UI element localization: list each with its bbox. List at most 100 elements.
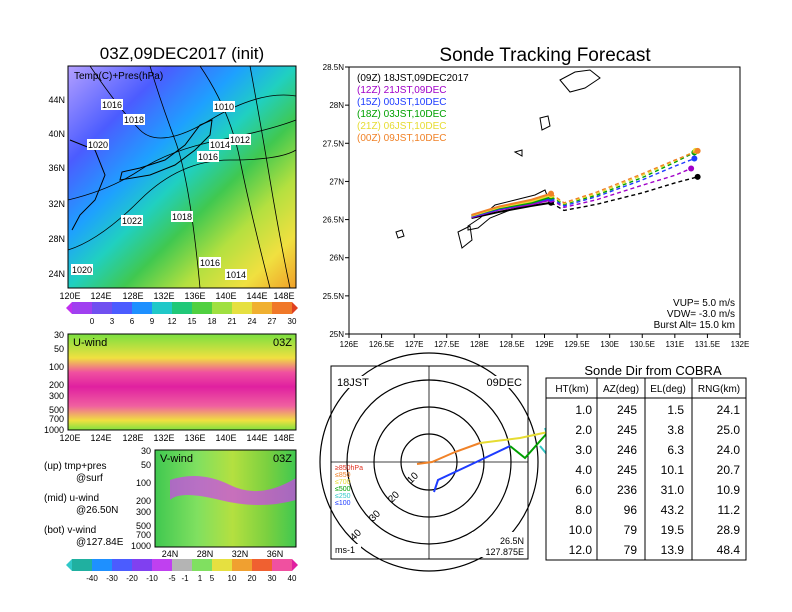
table-cell: 11.2 [718, 503, 741, 517]
colorbar-swatch [92, 559, 112, 571]
pressure-tick: 50 [141, 460, 151, 470]
hodo-legend-entry: ≤100 [335, 500, 351, 507]
colorbar-swatch [172, 559, 192, 571]
lon-tick-label: 124E [90, 433, 111, 443]
isobar-label-box [71, 264, 93, 275]
island-coastline [539, 115, 551, 131]
lat-tick-label: 32N [48, 199, 65, 209]
burst-point [548, 190, 555, 197]
colorbar-tick: 30 [268, 574, 277, 583]
table-cell: 10.9 [717, 483, 741, 497]
lat-tick-label: 44N [48, 95, 65, 105]
legend-entry: (09Z) 18JST,09DEC2017 [357, 73, 469, 84]
y-tick-label: 27N [329, 177, 344, 186]
lon-tick-label: 140E [215, 291, 236, 301]
table-cell: 8.0 [575, 503, 592, 517]
u-wind-field [68, 334, 296, 430]
landing-point [694, 173, 701, 180]
colorbar-tick: -40 [86, 574, 98, 583]
pressure-tick: 100 [49, 362, 64, 372]
table-cell: 79 [624, 543, 638, 557]
isobar-line [149, 65, 201, 289]
x-tick-label: 126E [340, 340, 359, 349]
colorbar-end [66, 302, 72, 314]
table-title: Sonde Dir from COBRA [584, 363, 722, 378]
pressure-tick: 200 [136, 496, 151, 506]
table-cell: 20.7 [717, 463, 741, 477]
isobar-label: 1016 [198, 152, 218, 162]
hodo-legend-entry: ≤250 [335, 493, 351, 500]
isobar-label-box [101, 99, 123, 110]
pressure-tick: 100 [136, 478, 151, 488]
colorbar-swatch [232, 559, 252, 571]
hodo-lon: 127.875E [485, 547, 524, 557]
y-tick-label: 28N [329, 101, 344, 110]
table-frame [545, 377, 747, 561]
x-tick-label: 131.5E [695, 340, 720, 349]
colorbar-swatch [212, 302, 232, 314]
hodo-segment [416, 442, 481, 465]
colorbar-tick: 21 [228, 317, 237, 326]
isobar-label: 1010 [214, 102, 234, 112]
isobar-label-box [87, 139, 109, 150]
temp-colorbar: 0 3 6 9 12 15 18 21 24 27 30 [66, 302, 298, 326]
lon-tick-label: 136E [184, 433, 205, 443]
pressure-tick: 1000 [131, 541, 151, 551]
isobar-label-box [209, 139, 231, 150]
colorbar-end [292, 302, 298, 314]
hodo-legend-entry: ≥850hPa [335, 465, 363, 472]
table-cell: 2.0 [575, 423, 592, 437]
legend-entry: (21Z) 06JST,10DEC [357, 121, 446, 132]
table-cell: 236 [617, 483, 637, 497]
hodo-lat: 26.5N [500, 536, 524, 546]
lat-tick-label: 36N [48, 163, 65, 173]
colorbar-swatch [112, 559, 132, 571]
note-sub: @127.84E [76, 537, 124, 548]
colorbar-tick: -5 [168, 574, 176, 583]
lon-tick-label: 120E [59, 433, 80, 443]
x-tick-label: 132E [731, 340, 750, 349]
lon-tick-label: 128E [122, 291, 143, 301]
note-label: (up) tmp+pres [44, 461, 107, 472]
x-tick-label: 127E [405, 340, 424, 349]
lon-tick-label: 128E [122, 433, 143, 443]
x-tick-label: 131E [665, 340, 684, 349]
island-coastline [559, 69, 601, 93]
table-cell: 10.0 [569, 523, 593, 537]
track-descent-line [550, 157, 695, 207]
colorbar-swatch [192, 302, 212, 314]
colorbar-tick: 0 [90, 317, 95, 326]
lon-tick-label: 132E [153, 291, 174, 301]
isobar-label: 1020 [88, 140, 108, 150]
hodo-legend: ≥850hPa ≤850 ≤700 ≤500 ≤250 ≤100 [335, 465, 363, 507]
hodo-label-box [476, 376, 524, 388]
note-sub: @surf [76, 473, 103, 484]
table-cell: 3.0 [575, 443, 592, 457]
u-wind-time: 03Z [273, 337, 292, 349]
table-cell: 245 [617, 423, 637, 437]
range-ring [319, 352, 539, 572]
table-cell: 24.0 [717, 443, 741, 457]
v-wind-time: 03Z [273, 453, 292, 465]
colorbar-tick: 27 [268, 317, 277, 326]
colorbar-tick: 24 [248, 317, 257, 326]
table-cell: 1.5 [667, 403, 684, 417]
panel-notes: (up) tmp+pres @surf (mid) u-wind @26.50N… [44, 461, 124, 548]
colorbar-tick: 3 [110, 317, 115, 326]
table-cell: 13.9 [661, 543, 685, 557]
pressure-tick: 700 [49, 414, 64, 424]
pressure-tick: 30 [141, 446, 151, 456]
isobar-label: 1022 [122, 216, 142, 226]
y-tick-label: 28.5N [323, 63, 345, 72]
colorbar-swatch [72, 559, 92, 571]
lat-tick-label: 40N [48, 129, 65, 139]
colorbar-swatch [152, 559, 172, 571]
isobar-label: 1014 [226, 270, 246, 280]
x-tick-label: 126.5E [369, 340, 394, 349]
pressure-tick: 300 [136, 507, 151, 517]
u-wind-panel: U-wind 03Z 30 50 100 200 300 500 700 100… [44, 330, 297, 443]
table-cell: 246 [617, 443, 637, 457]
isobar-labels: 1016 1018 1020 1016 1014 1012 1010 1022 … [71, 99, 251, 280]
colorbar-swatch [252, 302, 272, 314]
